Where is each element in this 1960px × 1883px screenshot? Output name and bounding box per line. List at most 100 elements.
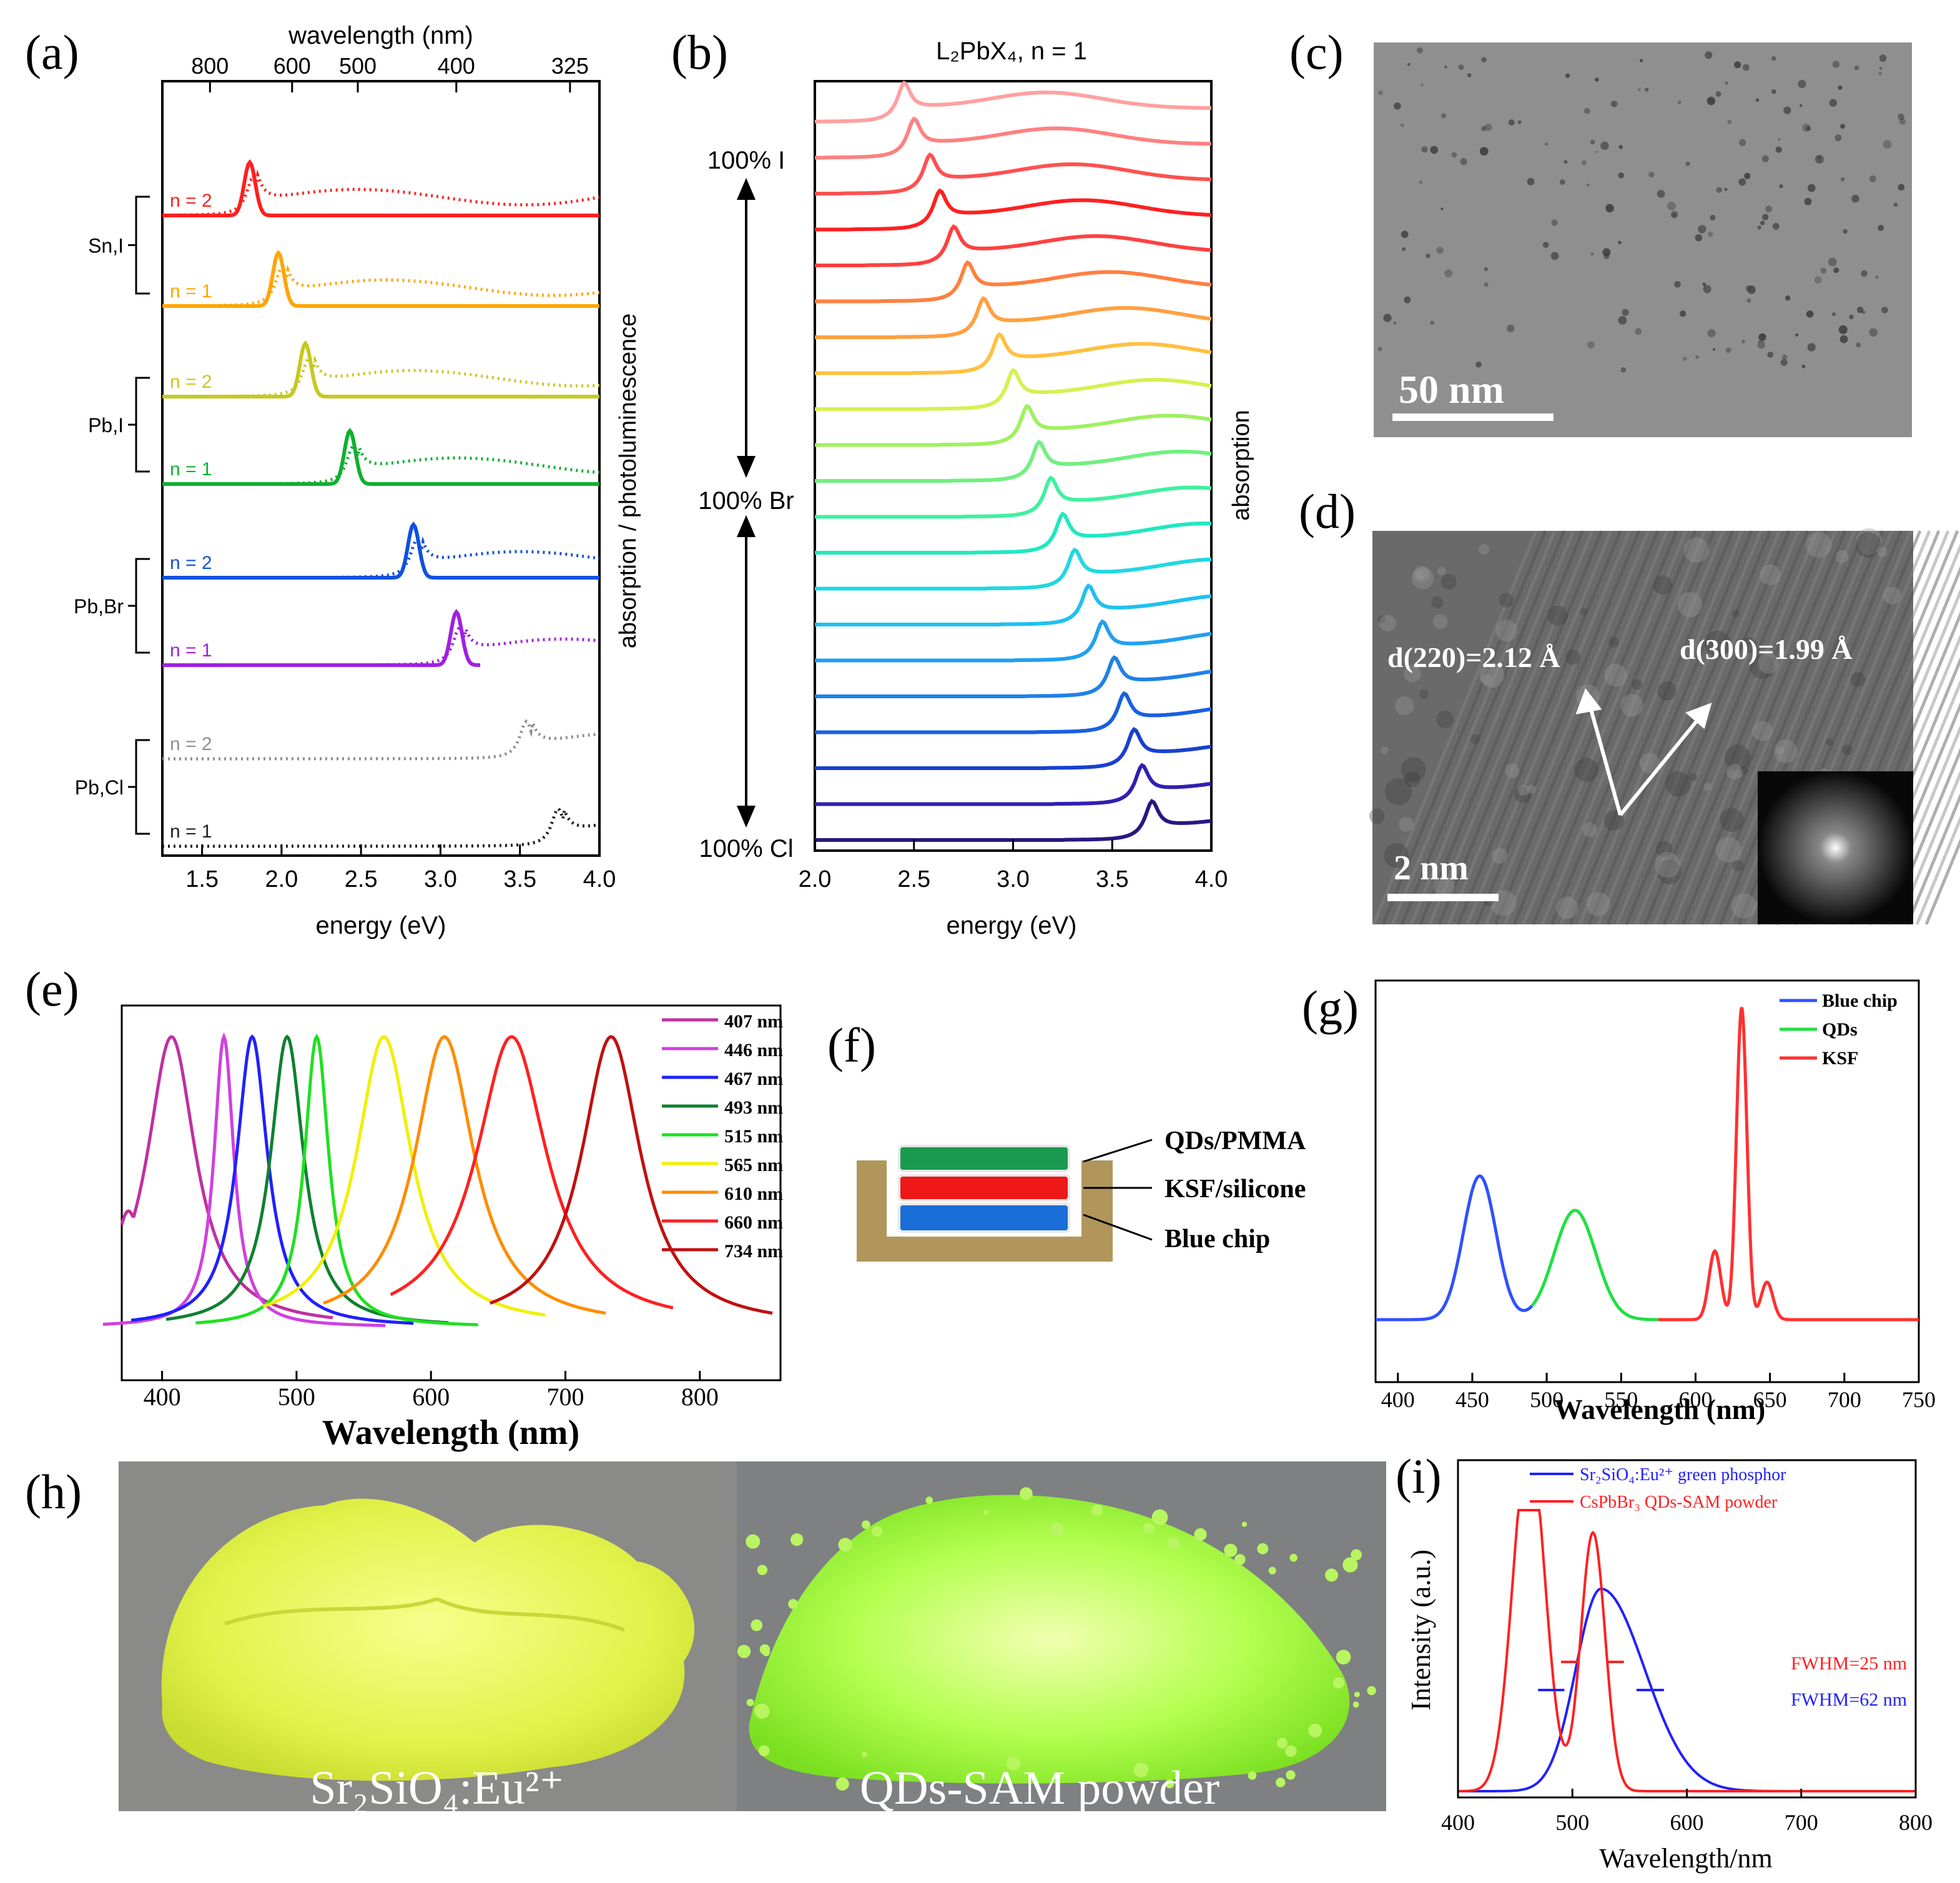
panel-h-powder-crumb bbox=[983, 1510, 989, 1515]
panel-e-series-6-line bbox=[262, 1035, 546, 1317]
panel-c-nanocrystal-dot bbox=[1716, 187, 1722, 193]
panel-h-powder-crumb bbox=[1020, 1487, 1033, 1500]
panel-c-nanocrystal-dot bbox=[1618, 316, 1627, 325]
panel-d-contrast-blob bbox=[1479, 544, 1490, 555]
panel-a-xtick-label-1: 1.5 bbox=[185, 866, 219, 892]
panel-c-nanocrystal-dot bbox=[1394, 102, 1401, 110]
panel-h-powder-crumb bbox=[788, 1599, 798, 1609]
panel-c-nanocrystal-dot bbox=[1724, 187, 1728, 191]
panel-c-nanocrystal-dot bbox=[1400, 123, 1404, 127]
panel-b-xtick-label-1: 2.0 bbox=[799, 866, 832, 892]
panel-d-contrast-blob bbox=[1470, 734, 1480, 744]
panel-b-series-12-line bbox=[815, 475, 1212, 519]
panel-d-contrast-blob bbox=[1527, 784, 1536, 794]
panel-d-lattice-fringe bbox=[1615, 530, 1781, 925]
panel-d-contrast-blob bbox=[1740, 637, 1757, 653]
panel-c-nanocrystal-dot bbox=[1744, 172, 1751, 179]
panel-c-nanocrystal-dot bbox=[1738, 178, 1746, 186]
panel-c-nanocrystal-dot bbox=[1771, 56, 1776, 61]
panel-h-phosphor-ridges bbox=[224, 1597, 626, 1632]
panel-d-lattice-fringe bbox=[1634, 530, 1800, 925]
panel-b-series-18-line bbox=[815, 691, 1212, 734]
panel-a-top-axis-label: wavelength (nm) bbox=[288, 22, 473, 49]
panel-d-lattice-fringe bbox=[1597, 530, 1763, 925]
panel-c-nanocrystal-dot bbox=[1861, 270, 1868, 277]
panel-c-nanocrystal-dot bbox=[1727, 119, 1732, 124]
panel-h-powder-crumb bbox=[1166, 1536, 1180, 1550]
panel-c-nanocrystal-dot bbox=[1527, 177, 1535, 185]
panel-a-top-tick-label-2: 600 bbox=[273, 53, 311, 79]
panel-a-series-7-label: n = 2 bbox=[170, 734, 212, 754]
panel-c-nanocrystal-dot bbox=[1758, 333, 1766, 342]
panel-c-nanocrystal-dot bbox=[1785, 295, 1791, 301]
panel-c-scale-label: 50 nm bbox=[1399, 367, 1504, 412]
panel-c-nanocrystal-dot bbox=[1757, 225, 1761, 230]
panel-g-xtick-label-2: 450 bbox=[1455, 1387, 1489, 1412]
panel-g-series-1-line bbox=[1376, 1174, 1534, 1322]
panel-c-nanocrystal-dot bbox=[1762, 214, 1769, 220]
panel-d-contrast-blob bbox=[1416, 571, 1425, 580]
panel-a-series-5-pl-line bbox=[162, 521, 599, 580]
panel-h-powder-crumb bbox=[1224, 1543, 1238, 1557]
panel-b-series-20-line bbox=[815, 763, 1212, 806]
panel-d-lattice-fringe bbox=[1465, 530, 1632, 925]
panel-a-top-tick-label-5: 325 bbox=[551, 53, 589, 79]
panel-e-series-9-line bbox=[490, 1035, 773, 1315]
panel-a-top-tick-label-3: 500 bbox=[339, 53, 377, 79]
panel-h-powder-crumb bbox=[871, 1526, 882, 1537]
panel-d-lattice-fringe bbox=[1662, 530, 1828, 925]
panel-c-nanocrystal-dot bbox=[1814, 276, 1822, 284]
panel-e-chart: 407 nm 446 nm 467 nm 493 nm 515 nm 565 nm 610 … bbox=[102, 1004, 783, 1452]
panel-d-lattice-fringe bbox=[1906, 793, 1960, 925]
panel-h-powder-crumb bbox=[1257, 1543, 1269, 1554]
panel-b-label-iodide: 100% I bbox=[707, 147, 785, 174]
panel-c-nanocrystal-dot bbox=[1840, 124, 1845, 129]
panel-d-contrast-blob bbox=[1653, 575, 1673, 595]
panel-h-powder-crumb bbox=[1308, 1723, 1322, 1737]
panel-c-nanocrystal-dot bbox=[1638, 88, 1641, 91]
panel-h-powder-crumb bbox=[746, 1699, 754, 1707]
panel-c-nanocrystal-dot bbox=[1843, 229, 1848, 234]
panel-d-lattice-fringe bbox=[1568, 530, 1735, 925]
panel-d-contrast-blob bbox=[1419, 689, 1429, 699]
panel-c-nanocrystal-dot bbox=[1739, 139, 1746, 146]
panel-h-powder-crumb bbox=[1049, 1523, 1064, 1537]
panel-h-powder-crumb bbox=[1286, 1770, 1296, 1780]
panel-c-nanocrystal-dot bbox=[1898, 184, 1905, 191]
panel-b-frame bbox=[814, 80, 1213, 852]
panel-d-contrast-blob bbox=[1381, 746, 1389, 754]
panel-d-lattice-fringe bbox=[1522, 530, 1688, 925]
panel-d-contrast-blob bbox=[1413, 566, 1430, 582]
panel-d-lattice-fringe bbox=[1531, 530, 1697, 925]
panel-g-xtick-label-4: 550 bbox=[1604, 1387, 1638, 1412]
panel-c-nanocrystal-dot bbox=[1657, 190, 1665, 198]
panel-c-nanocrystal-dot bbox=[1806, 310, 1814, 318]
panel-b-series-9-line bbox=[815, 368, 1212, 411]
panel-i-xtick-label-1: 400 bbox=[1441, 1810, 1475, 1835]
panel-d-lattice-fringe bbox=[1456, 530, 1622, 925]
panel-i-xtick-label-2: 500 bbox=[1555, 1810, 1589, 1835]
panel-d-contrast-blob bbox=[1760, 564, 1781, 586]
panel-c-image: 50 nm bbox=[1374, 42, 1912, 437]
panel-c-nanocrystal-dot bbox=[1565, 73, 1570, 78]
panel-e-xtick-label-5: 800 bbox=[681, 1383, 719, 1411]
panel-a-group-bracket-4 bbox=[128, 739, 150, 835]
panel-h-powder-crumb bbox=[1342, 1557, 1358, 1573]
panel-c-nanocrystal-dot bbox=[1725, 347, 1731, 353]
panel-label-h: (h) bbox=[25, 1465, 82, 1519]
panel-d-annotation-220: d(220)=2.12 Å bbox=[1387, 641, 1560, 673]
panel-i-x-axis-label: Wavelength/nm bbox=[1599, 1843, 1773, 1874]
panel-d-lattice-fringe bbox=[1578, 530, 1744, 925]
panel-d-lattice-fringe bbox=[1494, 530, 1660, 925]
panel-c-nanocrystal-dot bbox=[1584, 107, 1590, 114]
panel-c-nanocrystal-dot bbox=[1743, 64, 1750, 71]
panel-d-contrast-blob bbox=[1436, 710, 1454, 728]
panel-e-x-axis-label: Wavelength (nm) bbox=[322, 1413, 579, 1452]
panel-d-lattice-fringe bbox=[1381, 530, 1547, 925]
panel-c-nanocrystal-dot bbox=[1834, 134, 1842, 142]
panel-h-powder-crumb bbox=[1151, 1509, 1168, 1526]
panel-c-nanocrystal-dot bbox=[1377, 347, 1382, 352]
panel-g-series-2-line bbox=[1530, 1208, 1658, 1322]
panel-e-legend-label-6: 565 nm bbox=[724, 1155, 783, 1175]
panel-a-series-4-label: n = 1 bbox=[170, 459, 212, 480]
